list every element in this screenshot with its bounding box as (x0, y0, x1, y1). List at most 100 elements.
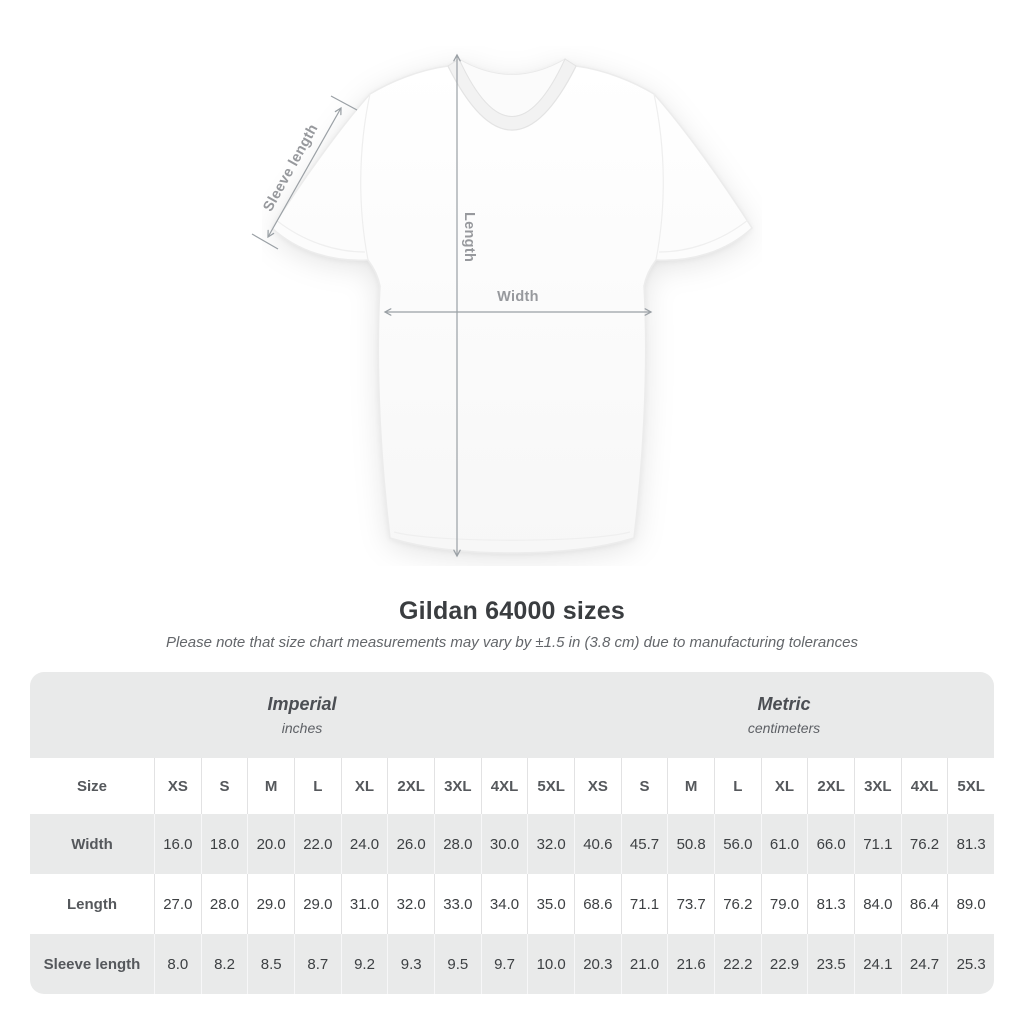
size-col-header: M (247, 758, 294, 814)
size-col-header: 3XL (434, 758, 481, 814)
hero-section: Sleeve length Length Width (251, 53, 753, 558)
metric-group-header: Metric centimeters (574, 672, 994, 758)
value-cell: 22.0 (294, 814, 341, 874)
table-row-width: Width 16.0 18.0 20.0 22.0 24.0 26.0 28.0… (30, 814, 994, 874)
value-cell: 89.0 (947, 874, 994, 934)
size-header-row: Size XS S M L XL 2XL 3XL 4XL 5XL XS S M … (30, 758, 994, 814)
metric-title: Metric (757, 694, 811, 714)
size-table: Imperial inches Metric centimeters Size … (30, 672, 994, 994)
size-col-header: 4XL (480, 758, 528, 814)
size-col-header: 5XL (527, 758, 574, 814)
table-row-length: Length 27.0 28.0 29.0 29.0 31.0 32.0 33.… (30, 874, 994, 934)
value-cell: 16.0 (154, 814, 201, 874)
tshirt-body (271, 65, 753, 554)
value-cell: 61.0 (760, 814, 808, 874)
size-col-header: XL (340, 758, 388, 814)
size-col-header: S (200, 758, 248, 814)
size-col-header: XS (574, 758, 621, 814)
value-cell: 27.0 (154, 874, 201, 934)
row-label: Sleeve length (43, 955, 141, 973)
tshirt-collar (447, 58, 577, 131)
value-cell: 20.0 (247, 814, 294, 874)
tshirt-image (271, 58, 753, 554)
length-label: Length (461, 212, 477, 263)
metric-subtitle: centimeters (747, 720, 821, 736)
row-label: Length (67, 895, 117, 913)
value-cell: 23.5 (807, 934, 854, 994)
value-cell: 8.5 (247, 934, 294, 994)
value-cell: 32.0 (387, 874, 434, 934)
value-cell: 33.0 (434, 874, 481, 934)
size-column-header: Size (76, 777, 107, 795)
value-cell: 30.0 (480, 814, 528, 874)
value-cell: 9.5 (434, 934, 481, 994)
value-cell: 9.2 (340, 934, 388, 994)
tshirt-seam-right (653, 93, 664, 261)
tolerance-note: Please note that size chart measurements… (166, 634, 858, 651)
value-cell: 81.3 (807, 874, 854, 934)
value-cell: 31.0 (340, 874, 388, 934)
value-cell: 76.2 (900, 814, 948, 874)
imperial-subtitle: inches (281, 720, 323, 736)
value-cell: 71.1 (620, 874, 668, 934)
value-cell: 10.0 (527, 934, 574, 994)
tshirt-sleeve-hem-right (658, 219, 749, 253)
value-cell: 24.0 (340, 814, 388, 874)
value-cell: 56.0 (714, 814, 761, 874)
size-col-header: 4XL (900, 758, 948, 814)
size-col-header: XL (760, 758, 808, 814)
tshirt-seam-left (360, 93, 371, 261)
row-label: Width (71, 835, 113, 853)
value-cell: 40.6 (574, 814, 621, 874)
value-cell: 29.0 (247, 874, 294, 934)
value-cell: 76.2 (714, 874, 761, 934)
value-cell: 21.0 (620, 934, 668, 994)
size-col-header: 3XL (854, 758, 901, 814)
value-cell: 45.7 (620, 814, 668, 874)
size-col-header: 5XL (947, 758, 994, 814)
value-cell: 84.0 (854, 874, 901, 934)
value-cell: 79.0 (760, 874, 808, 934)
value-cell: 24.7 (900, 934, 948, 994)
size-col-header: 2XL (387, 758, 434, 814)
value-cell: 20.3 (574, 934, 621, 994)
value-cell: 9.3 (387, 934, 434, 994)
value-cell: 22.2 (714, 934, 761, 994)
value-cell: 8.7 (294, 934, 341, 994)
value-cell: 26.0 (387, 814, 434, 874)
value-cell: 32.0 (527, 814, 574, 874)
value-cell: 86.4 (900, 874, 948, 934)
imperial-group-header: Imperial inches (30, 672, 574, 758)
value-cell: 35.0 (527, 874, 574, 934)
value-cell: 28.0 (434, 814, 481, 874)
value-cell: 34.0 (480, 874, 528, 934)
value-cell: 18.0 (200, 814, 248, 874)
value-cell: 81.3 (947, 814, 994, 874)
value-cell: 9.7 (480, 934, 528, 994)
imperial-title: Imperial (267, 694, 337, 714)
table-row-sleeve-length: Sleeve length 8.0 8.2 8.5 8.7 9.2 9.3 9.… (30, 934, 994, 994)
value-cell: 73.7 (667, 874, 714, 934)
size-col-header: XS (154, 758, 201, 814)
page-title: Gildan 64000 sizes (399, 597, 625, 625)
value-cell: 68.6 (574, 874, 621, 934)
value-cell: 28.0 (200, 874, 248, 934)
width-label: Width (497, 289, 539, 305)
value-cell: 8.2 (200, 934, 248, 994)
value-cell: 8.0 (154, 934, 201, 994)
value-cell: 29.0 (294, 874, 341, 934)
value-cell: 71.1 (854, 814, 901, 874)
value-cell: 21.6 (667, 934, 714, 994)
value-cell: 24.1 (854, 934, 901, 994)
size-col-header: L (294, 758, 341, 814)
tshirt-hem-stitch (393, 531, 631, 541)
value-cell: 50.8 (667, 814, 714, 874)
size-col-header: S (620, 758, 668, 814)
value-cell: 25.3 (947, 934, 994, 994)
unit-header-band: Imperial inches Metric centimeters (30, 672, 994, 758)
size-col-header: M (667, 758, 714, 814)
value-cell: 22.9 (760, 934, 808, 994)
value-cell: 66.0 (807, 814, 854, 874)
size-col-header: 2XL (807, 758, 854, 814)
